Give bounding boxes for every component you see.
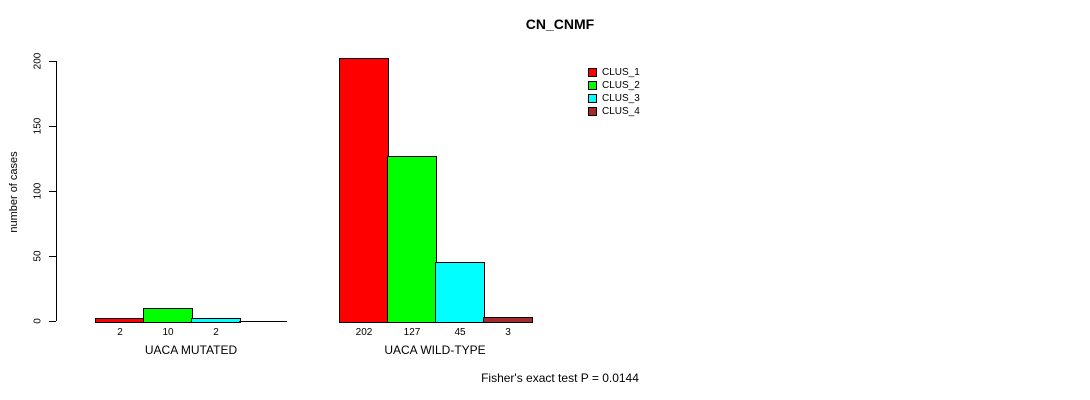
y-axis-line: [56, 61, 57, 321]
legend-label: CLUS_4: [602, 106, 640, 117]
fisher-test-annotation: Fisher's exact test P = 0.0144: [481, 371, 639, 385]
bar-clus_4-mutated: [239, 321, 287, 322]
group-label-uaca-mutated: UACA MUTATED: [144, 343, 238, 357]
bar-clus_3-mutated: [191, 318, 241, 323]
legend-swatch-clus_2: [588, 81, 597, 90]
legend-swatch-clus_3: [588, 94, 597, 103]
bar-value-label: 202: [355, 327, 373, 338]
y-tick: [49, 191, 56, 192]
y-tick-label: 200: [32, 52, 44, 70]
bar-clus_2-mutated: [143, 308, 193, 323]
y-tick: [49, 126, 56, 127]
bar-value-label: 3: [505, 327, 511, 338]
bar-value-label: 2: [117, 327, 123, 338]
bar-value-label: 127: [403, 327, 421, 338]
legend-swatch-clus_1: [588, 68, 597, 77]
legend-row: CLUS_2: [588, 79, 640, 92]
legend-label: CLUS_1: [602, 67, 640, 78]
bar-clus_1-mutated: [95, 318, 145, 323]
chart-title: CN_CNMF: [525, 16, 595, 32]
y-tick-label: 50: [32, 250, 44, 262]
bar-value-label: 10: [162, 327, 174, 338]
y-tick: [49, 256, 56, 257]
y-tick-label: 100: [32, 182, 44, 200]
legend-label: CLUS_3: [602, 93, 640, 104]
y-tick: [49, 61, 56, 62]
bar-clus_1-wild-type: [339, 58, 389, 323]
legend-row: CLUS_4: [588, 105, 640, 118]
y-axis-title: number of cases: [8, 151, 20, 233]
y-tick-label: 150: [32, 117, 44, 135]
y-tick-label: 0: [32, 318, 44, 324]
legend-row: CLUS_3: [588, 92, 640, 105]
bar-clus_2-wild-type: [387, 156, 437, 323]
legend-swatch-clus_4: [588, 107, 597, 116]
bar-clus_3-wild-type: [435, 262, 485, 323]
bar-value-label: 2: [213, 327, 219, 338]
bar-value-label: 45: [454, 327, 466, 338]
bar-clus_4-wild-type: [483, 317, 533, 323]
legend: CLUS_1 CLUS_2 CLUS_3 CLUS_4: [588, 66, 640, 118]
legend-label: CLUS_2: [602, 80, 640, 91]
y-tick: [49, 321, 56, 322]
group-label-uaca-wild-type: UACA WILD-TYPE: [384, 343, 486, 357]
legend-row: CLUS_1: [588, 66, 640, 79]
